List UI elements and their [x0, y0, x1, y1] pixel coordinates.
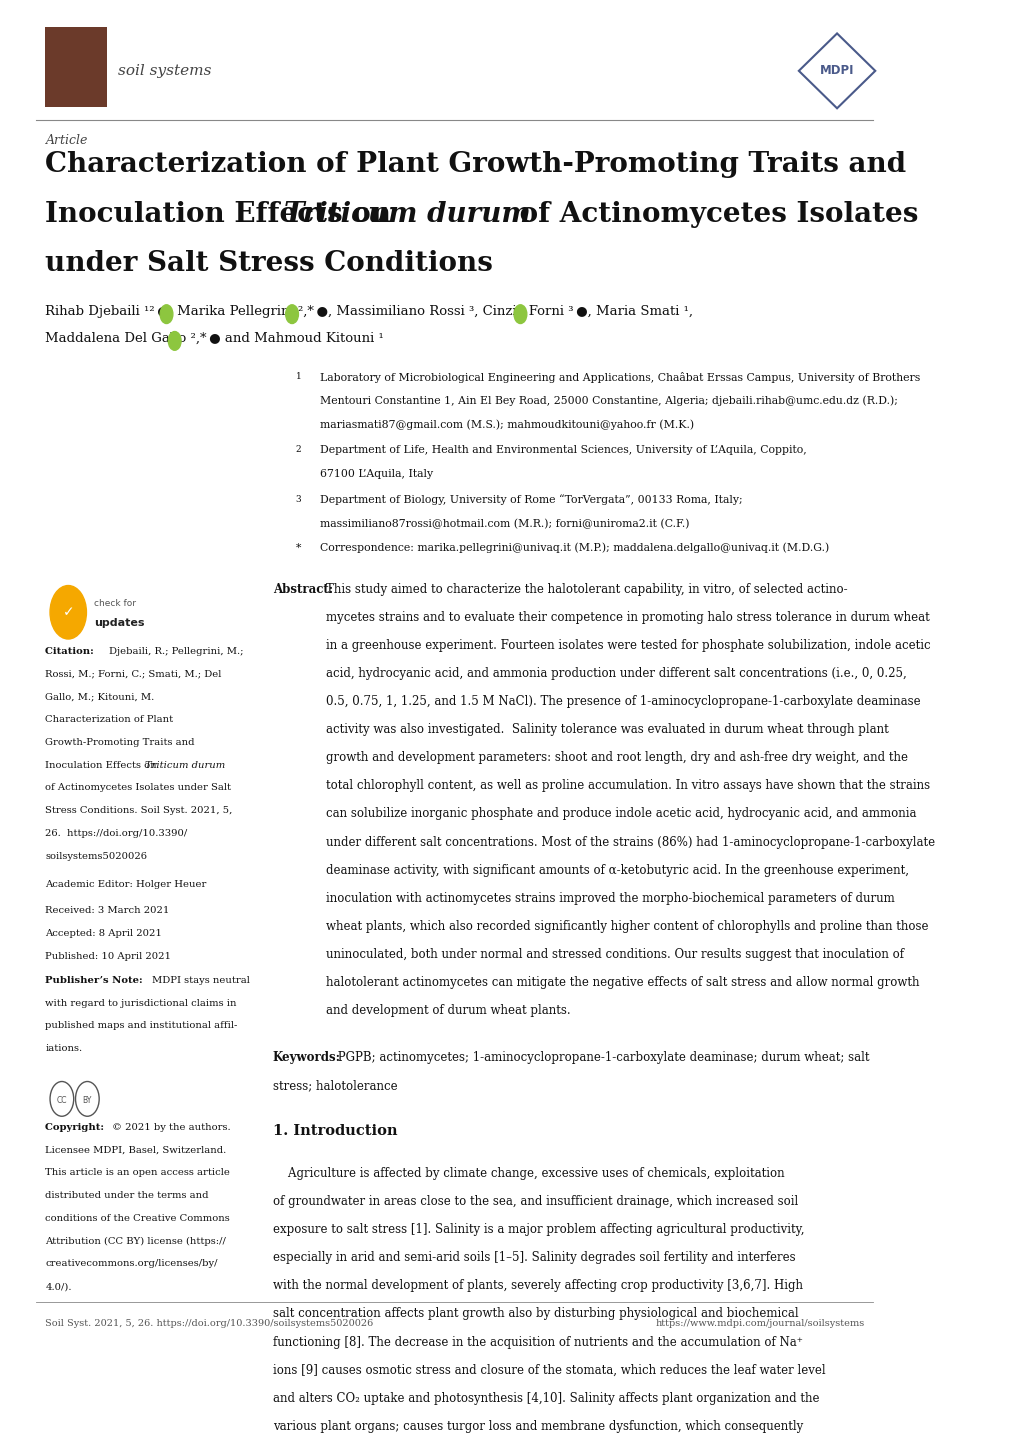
Text: 1: 1	[296, 372, 302, 381]
Text: Maddalena Del Gallo ²,* ● and Mahmoud Kitouni ¹: Maddalena Del Gallo ²,* ● and Mahmoud Ki…	[46, 332, 384, 345]
Text: of Actinomycetes Isolates under Salt: of Actinomycetes Isolates under Salt	[46, 783, 231, 793]
Text: published maps and institutional affil-: published maps and institutional affil-	[46, 1021, 237, 1031]
Text: growth and development parameters: shoot and root length, dry and ash-free dry w: growth and development parameters: shoot…	[325, 751, 907, 764]
Text: Department of Biology, University of Rome “TorVergata”, 00133 Roma, Italy;: Department of Biology, University of Rom…	[320, 495, 742, 505]
Text: Abstract:: Abstract:	[273, 583, 333, 596]
Text: in a greenhouse experiment. Fourteen isolates were tested for phosphate solubili: in a greenhouse experiment. Fourteen iso…	[325, 639, 929, 652]
Text: Inoculation Effects on: Inoculation Effects on	[46, 200, 400, 228]
Circle shape	[50, 585, 87, 639]
Text: conditions of the Creative Commons: conditions of the Creative Commons	[46, 1214, 230, 1223]
Circle shape	[160, 304, 172, 323]
Circle shape	[168, 332, 181, 350]
Text: creativecommons.org/licenses/by/: creativecommons.org/licenses/by/	[46, 1259, 218, 1269]
Text: soilsystems5020026: soilsystems5020026	[46, 852, 148, 861]
Text: BY: BY	[83, 1096, 92, 1105]
Text: This study aimed to characterize the halotolerant capability, in vitro, of selec: This study aimed to characterize the hal…	[325, 583, 847, 596]
Text: soil systems: soil systems	[118, 63, 212, 78]
Text: Djebaili, R.; Pellegrini, M.;: Djebaili, R.; Pellegrini, M.;	[109, 647, 244, 656]
Text: can solubilize inorganic phosphate and produce indole acetic acid, hydrocyanic a: can solubilize inorganic phosphate and p…	[325, 808, 915, 820]
Text: Stress Conditions. Soil Syst. 2021, 5,: Stress Conditions. Soil Syst. 2021, 5,	[46, 806, 232, 815]
Text: uninoculated, both under normal and stressed conditions. Our results suggest tha: uninoculated, both under normal and stre…	[325, 947, 903, 960]
Text: updates: updates	[94, 617, 144, 627]
Text: inoculation with actinomycetes strains improved the morpho-biochemical parameter: inoculation with actinomycetes strains i…	[325, 891, 894, 904]
Text: halotolerant actinomycetes can mitigate the negative effects of salt stress and : halotolerant actinomycetes can mitigate …	[325, 976, 918, 989]
Text: check for: check for	[94, 598, 136, 609]
Text: Citation:: Citation:	[46, 647, 98, 656]
Text: various plant organs; causes turgor loss and membrane dysfunction, which consequ: various plant organs; causes turgor loss…	[273, 1420, 802, 1433]
Text: Keywords:: Keywords:	[273, 1051, 340, 1064]
Text: deaminase activity, with significant amounts of α-ketobutyric acid. In the green: deaminase activity, with significant amo…	[325, 864, 908, 877]
Text: Published: 10 April 2021: Published: 10 April 2021	[46, 952, 171, 960]
FancyBboxPatch shape	[46, 27, 107, 107]
Text: stress; halotolerance: stress; halotolerance	[273, 1079, 397, 1092]
Text: of Actinomycetes Isolates: of Actinomycetes Isolates	[510, 200, 917, 228]
Text: Academic Editor: Holger Heuer: Academic Editor: Holger Heuer	[46, 880, 207, 888]
Circle shape	[514, 304, 526, 323]
Text: Rossi, M.; Forni, C.; Smati, M.; Del: Rossi, M.; Forni, C.; Smati, M.; Del	[46, 669, 222, 679]
Text: Received: 3 March 2021: Received: 3 March 2021	[46, 907, 170, 916]
Text: Mentouri Constantine 1, Ain El Bey Road, 25000 Constantine, Algeria; djebaili.ri: Mentouri Constantine 1, Ain El Bey Road,…	[320, 395, 898, 407]
Text: activity was also investigated.  Salinity tolerance was evaluated in durum wheat: activity was also investigated. Salinity…	[325, 724, 888, 737]
Text: mycetes strains and to evaluate their competence in promoting halo stress tolera: mycetes strains and to evaluate their co…	[325, 611, 928, 624]
Text: Licensee MDPI, Basel, Switzerland.: Licensee MDPI, Basel, Switzerland.	[46, 1146, 226, 1155]
Text: functioning [8]. The decrease in the acquisition of nutrients and the accumulati: functioning [8]. The decrease in the acq…	[273, 1335, 802, 1348]
Text: 4.0/).: 4.0/).	[46, 1282, 72, 1291]
Text: MDPI stays neutral: MDPI stays neutral	[152, 976, 250, 985]
Text: iations.: iations.	[46, 1044, 83, 1053]
Text: Inoculation Effects on: Inoculation Effects on	[46, 761, 160, 770]
Text: massimiliano87rossi@hotmail.com (M.R.); forni@uniroma2.it (C.F.): massimiliano87rossi@hotmail.com (M.R.); …	[320, 519, 689, 529]
Text: Triticum durum: Triticum durum	[283, 200, 530, 228]
Text: ions [9] causes osmotic stress and closure of the stomata, which reduces the lea: ions [9] causes osmotic stress and closu…	[273, 1364, 824, 1377]
Text: CC: CC	[57, 1096, 67, 1105]
Text: acid, hydrocyanic acid, and ammonia production under different salt concentratio: acid, hydrocyanic acid, and ammonia prod…	[325, 668, 906, 681]
Text: 2: 2	[296, 446, 301, 454]
Text: © 2021 by the authors.: © 2021 by the authors.	[112, 1123, 230, 1132]
Text: PGPB; actinomycetes; 1-aminocyclopropane-1-carboxylate deaminase; durum wheat; s: PGPB; actinomycetes; 1-aminocyclopropane…	[333, 1051, 868, 1064]
Text: Article: Article	[46, 134, 88, 147]
Circle shape	[285, 304, 299, 323]
Text: under different salt concentrations. Most of the strains (86%) had 1-aminocyclop: under different salt concentrations. Mos…	[325, 835, 934, 848]
Text: Publisher’s Note:: Publisher’s Note:	[46, 976, 147, 985]
Text: Triticum durum: Triticum durum	[145, 761, 225, 770]
Text: exposure to salt stress [1]. Salinity is a major problem affecting agricultural : exposure to salt stress [1]. Salinity is…	[273, 1223, 804, 1236]
Text: This article is an open access article: This article is an open access article	[46, 1168, 230, 1178]
Text: Characterization of Plant: Characterization of Plant	[46, 715, 173, 724]
Text: Growth-Promoting Traits and: Growth-Promoting Traits and	[46, 738, 195, 747]
Text: 26.  https://doi.org/10.3390/: 26. https://doi.org/10.3390/	[46, 829, 187, 838]
Text: 67100 L’Aquila, Italy: 67100 L’Aquila, Italy	[320, 469, 433, 479]
Text: total chlorophyll content, as well as proline accumulation. In vitro assays have: total chlorophyll content, as well as pr…	[325, 779, 929, 792]
Text: wheat plants, which also recorded significantly higher content of chlorophylls a: wheat plants, which also recorded signif…	[325, 920, 927, 933]
Text: 3: 3	[296, 495, 301, 503]
Text: salt concentration affects plant growth also by disturbing physiological and bio: salt concentration affects plant growth …	[273, 1308, 798, 1321]
Text: Characterization of Plant Growth-Promoting Traits and: Characterization of Plant Growth-Promoti…	[46, 151, 906, 177]
Text: ✓: ✓	[62, 606, 74, 619]
Text: under Salt Stress Conditions: under Salt Stress Conditions	[46, 249, 493, 277]
Text: Department of Life, Health and Environmental Sciences, University of L’Aquila, C: Department of Life, Health and Environme…	[320, 446, 806, 456]
Text: Laboratory of Microbiological Engineering and Applications, Chaâbat Erssas Campu: Laboratory of Microbiological Engineerin…	[320, 372, 919, 382]
Text: https://www.mdpi.com/journal/soilsystems: https://www.mdpi.com/journal/soilsystems	[654, 1319, 863, 1328]
Text: Agriculture is affected by climate change, excessive uses of chemicals, exploita: Agriculture is affected by climate chang…	[273, 1167, 784, 1180]
Text: Accepted: 8 April 2021: Accepted: 8 April 2021	[46, 929, 162, 939]
Text: especially in arid and semi-arid soils [1–5]. Salinity degrades soil fertility a: especially in arid and semi-arid soils […	[273, 1252, 795, 1265]
Text: *: *	[296, 542, 301, 552]
Text: and development of durum wheat plants.: and development of durum wheat plants.	[325, 1004, 570, 1017]
Text: mariasmati87@gmail.com (M.S.); mahmoudkitouni@yahoo.fr (M.K.): mariasmati87@gmail.com (M.S.); mahmoudki…	[320, 420, 694, 430]
Text: with regard to jurisdictional claims in: with regard to jurisdictional claims in	[46, 999, 236, 1008]
Text: distributed under the terms and: distributed under the terms and	[46, 1191, 209, 1200]
Text: Copyright:: Copyright:	[46, 1123, 108, 1132]
Text: Gallo, M.; Kitouni, M.: Gallo, M.; Kitouni, M.	[46, 692, 155, 701]
Text: Rihab Djebaili ¹² ●, Marika Pellegrini ²,* ●, Massimiliano Rossi ³, Cinzia Forni: Rihab Djebaili ¹² ●, Marika Pellegrini ²…	[46, 304, 693, 317]
Text: 0.5, 0.75, 1, 1.25, and 1.5 M NaCl). The presence of 1-aminocyclopropane-1-carbo: 0.5, 0.75, 1, 1.25, and 1.5 M NaCl). The…	[325, 695, 919, 708]
Text: and alters CO₂ uptake and photosynthesis [4,10]. Salinity affects plant organiza: and alters CO₂ uptake and photosynthesis…	[273, 1392, 818, 1405]
Text: with the normal development of plants, severely affecting crop productivity [3,6: with the normal development of plants, s…	[273, 1279, 802, 1292]
Text: Correspondence: marika.pellegrini@univaq.it (M.P.); maddalena.delgallo@univaq.it: Correspondence: marika.pellegrini@univaq…	[320, 542, 828, 554]
Text: of groundwater in areas close to the sea, and insufficient drainage, which incre: of groundwater in areas close to the sea…	[273, 1195, 798, 1208]
Text: MDPI: MDPI	[819, 65, 854, 78]
Text: Soil Syst. 2021, 5, 26. https://doi.org/10.3390/soilsystems5020026: Soil Syst. 2021, 5, 26. https://doi.org/…	[46, 1319, 373, 1328]
Text: Attribution (CC BY) license (https://: Attribution (CC BY) license (https://	[46, 1237, 226, 1246]
Text: 1. Introduction: 1. Introduction	[273, 1125, 397, 1138]
